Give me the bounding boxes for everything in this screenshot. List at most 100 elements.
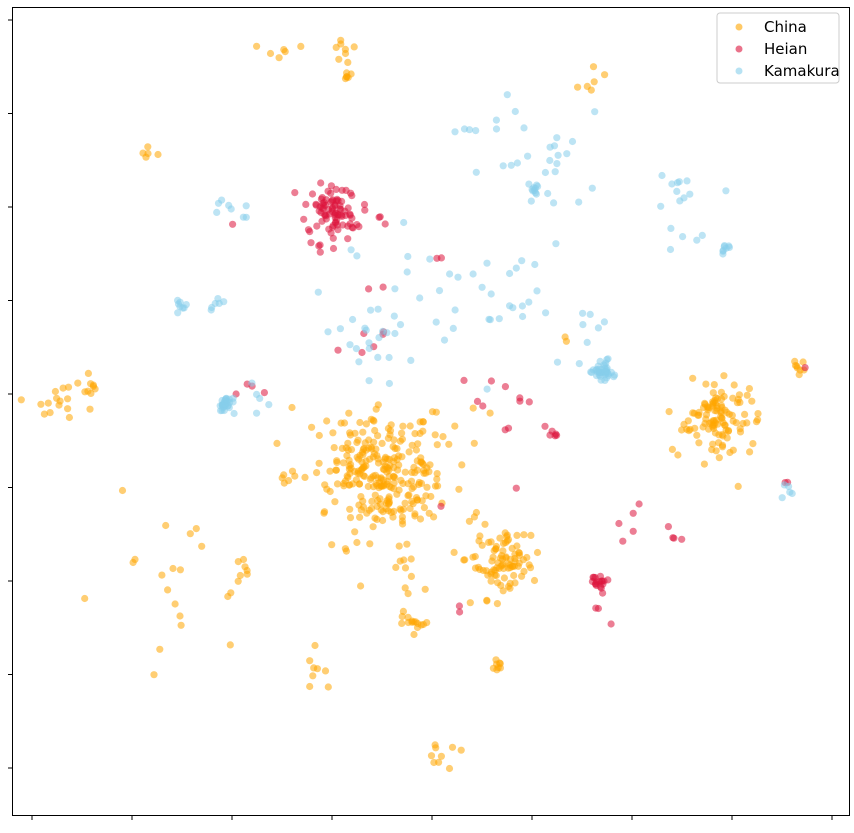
data-point bbox=[575, 198, 583, 206]
data-point bbox=[490, 566, 498, 574]
data-point bbox=[700, 460, 709, 468]
data-point bbox=[619, 537, 627, 545]
data-point bbox=[489, 553, 497, 561]
points-layer bbox=[17, 36, 809, 773]
data-point bbox=[423, 619, 431, 627]
data-point bbox=[544, 189, 552, 198]
data-point bbox=[403, 540, 411, 548]
data-point bbox=[316, 248, 324, 256]
data-point bbox=[470, 513, 478, 521]
data-point bbox=[339, 459, 347, 467]
data-point bbox=[412, 446, 420, 454]
data-point bbox=[534, 182, 542, 190]
data-point bbox=[362, 462, 370, 470]
data-point bbox=[579, 321, 587, 329]
data-point bbox=[324, 328, 332, 336]
data-point bbox=[469, 270, 477, 278]
data-point bbox=[186, 530, 194, 538]
data-point bbox=[396, 557, 404, 565]
data-point bbox=[403, 268, 411, 276]
data-point bbox=[309, 672, 317, 680]
data-point bbox=[351, 429, 359, 437]
data-point bbox=[492, 571, 500, 580]
data-point bbox=[519, 312, 527, 321]
data-point bbox=[353, 453, 361, 461]
data-point bbox=[330, 444, 338, 452]
data-point bbox=[371, 471, 380, 479]
data-point bbox=[87, 380, 95, 388]
data-point bbox=[501, 426, 509, 434]
data-point bbox=[553, 134, 561, 142]
data-point bbox=[253, 409, 261, 417]
data-point bbox=[398, 435, 406, 443]
data-point bbox=[385, 353, 393, 362]
data-point bbox=[554, 151, 562, 159]
data-point bbox=[518, 302, 527, 310]
data-point bbox=[736, 428, 745, 436]
data-point bbox=[420, 504, 428, 512]
data-point bbox=[329, 223, 337, 231]
data-point bbox=[575, 360, 583, 368]
data-point bbox=[419, 427, 427, 435]
data-point bbox=[724, 427, 733, 435]
data-point bbox=[253, 42, 261, 50]
tick-marks bbox=[8, 19, 833, 820]
data-point bbox=[553, 431, 561, 439]
data-point bbox=[86, 405, 94, 413]
data-point bbox=[496, 534, 504, 542]
data-point bbox=[506, 561, 514, 569]
data-point bbox=[446, 270, 454, 278]
data-point bbox=[368, 504, 376, 512]
data-point bbox=[745, 385, 754, 393]
data-point bbox=[729, 446, 737, 454]
data-point bbox=[603, 356, 611, 364]
data-point bbox=[177, 621, 185, 629]
data-point bbox=[404, 492, 412, 500]
data-point bbox=[461, 556, 469, 564]
data-point bbox=[496, 660, 504, 668]
data-point bbox=[407, 555, 415, 563]
data-point bbox=[475, 537, 483, 545]
data-point bbox=[360, 200, 369, 209]
data-point bbox=[440, 336, 449, 344]
data-point bbox=[511, 579, 519, 587]
data-point bbox=[657, 202, 665, 210]
data-point bbox=[81, 594, 89, 603]
data-point bbox=[487, 290, 495, 298]
data-point bbox=[373, 515, 381, 524]
data-point bbox=[414, 619, 422, 628]
data-point bbox=[333, 480, 342, 488]
data-point bbox=[469, 404, 477, 412]
data-point bbox=[524, 152, 532, 160]
data-point bbox=[367, 443, 375, 451]
data-point bbox=[717, 395, 726, 403]
data-point bbox=[610, 373, 618, 381]
data-point bbox=[348, 192, 356, 200]
data-point bbox=[405, 448, 413, 456]
data-point bbox=[669, 534, 677, 542]
legend-marker-kamakura bbox=[735, 67, 743, 75]
data-point bbox=[487, 377, 495, 385]
data-point bbox=[374, 353, 382, 361]
data-point bbox=[334, 346, 342, 354]
data-point bbox=[242, 213, 250, 221]
data-point bbox=[413, 496, 422, 504]
legend-label-kamakura: Kamakura bbox=[764, 62, 840, 80]
data-point bbox=[55, 401, 63, 409]
data-point bbox=[701, 419, 709, 428]
data-point bbox=[518, 257, 526, 265]
data-point bbox=[715, 431, 723, 439]
data-point bbox=[369, 483, 378, 491]
data-point bbox=[365, 339, 373, 347]
data-point bbox=[717, 388, 726, 396]
data-point bbox=[59, 384, 67, 392]
data-point bbox=[324, 187, 332, 195]
data-point bbox=[401, 499, 409, 507]
data-point bbox=[419, 460, 427, 469]
data-point bbox=[520, 124, 528, 132]
data-point bbox=[399, 607, 407, 616]
data-point bbox=[220, 298, 228, 306]
data-point bbox=[437, 502, 445, 510]
data-point bbox=[372, 405, 380, 413]
